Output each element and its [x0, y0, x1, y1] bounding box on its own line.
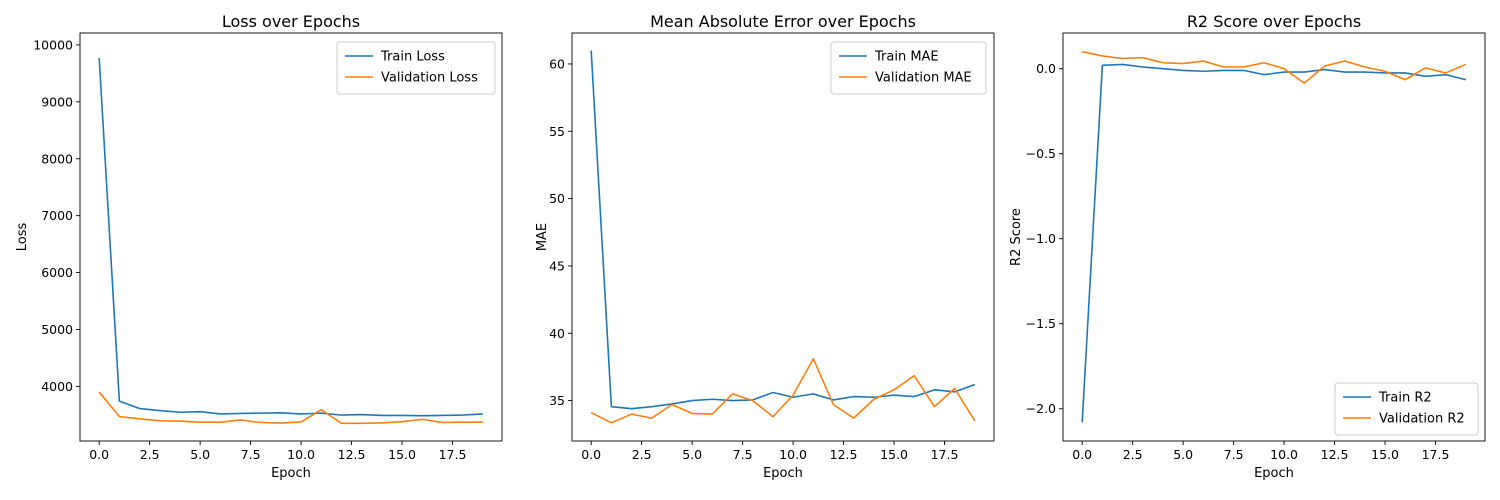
series-line-1	[590, 50, 976, 410]
x-axis-label: Epoch	[271, 466, 311, 481]
legend-box	[1334, 382, 1479, 436]
x-tick-label: 12.5	[830, 447, 858, 462]
x-tick-label: 17.5	[1422, 447, 1450, 462]
y-tick-label: 9000	[41, 94, 73, 109]
x-tick-label: 7.5	[241, 447, 261, 462]
x-axis-label: Epoch	[763, 466, 803, 481]
y-tick-label: 40	[549, 326, 565, 341]
legend-label: Train R2	[1378, 391, 1432, 406]
series-line-2	[1082, 50, 1467, 84]
x-tick-label: 2.5	[140, 447, 160, 462]
y-tick-label: 7000	[41, 208, 73, 223]
y-tick-label: 45	[549, 258, 565, 273]
legend-label: Validation MAE	[875, 71, 972, 86]
legend-label: Train Loss	[380, 50, 445, 65]
x-tick-label: 15.0	[880, 447, 908, 462]
x-tick-label: 10.0	[779, 447, 807, 462]
y-tick-label: 60	[549, 56, 565, 71]
y-axis-label: MAE	[535, 223, 550, 251]
x-axis-label: Epoch	[1254, 466, 1294, 481]
x-tick-label: 15.0	[388, 447, 416, 462]
legend: Train Loss Validation Loss	[336, 41, 496, 95]
x-tick-label: 10.0	[287, 447, 315, 462]
y-tick-label: 55	[549, 124, 565, 139]
series-line-2	[98, 391, 483, 425]
chart-title: Mean Absolute Error over Epochs	[650, 12, 916, 31]
legend-box	[830, 41, 987, 95]
y-tick-label: −1.0	[1026, 231, 1056, 246]
axes-frame	[79, 32, 503, 442]
legend: Train R2 Validation R2	[1334, 382, 1479, 436]
x-tick-label: 0.0	[1072, 447, 1092, 462]
y-tick-label: −2.0	[1026, 401, 1056, 416]
x-tick-label: 7.5	[733, 447, 753, 462]
series-line-2	[590, 358, 976, 424]
chart-title: R2 Score over Epochs	[1187, 12, 1361, 31]
x-tick-label: 5.0	[1173, 447, 1193, 462]
y-tick-label: 50	[549, 191, 565, 206]
series-line-1	[98, 57, 483, 417]
chart-panel-1: 0.0 2.5 5.0 7.5 10.0 12.5 15.0 17.5 4000 5000 6000…	[15, 12, 503, 481]
x-tick-label: 17.5	[931, 447, 959, 462]
y-tick-label: −0.5	[1026, 146, 1056, 161]
x-tick-label: 12.5	[1321, 447, 1349, 462]
x-tick-label: 15.0	[1371, 447, 1399, 462]
legend-label: Validation Loss	[381, 71, 478, 86]
y-tick-label: 6000	[41, 265, 73, 280]
legend-label: Train MAE	[874, 50, 939, 65]
x-tick-label: 10.0	[1270, 447, 1298, 462]
chart-panel-2: 0.0 2.5 5.0 7.5 10.0 12.5 15.0 17.5 35 40 45 50 55 60…	[535, 12, 995, 481]
x-tick-label: 7.5	[1224, 447, 1244, 462]
y-axis-label: Loss	[15, 223, 30, 252]
x-tick-label: 5.0	[190, 447, 210, 462]
chart-panel-3: 0.0 2.5 5.0 7.5 10.0 12.5 15.0 17.5 −2.0 −1.5 −1.0…	[1009, 12, 1486, 481]
legend-label: Validation R2	[1379, 412, 1465, 427]
y-tick-label: −1.5	[1026, 316, 1056, 331]
y-axis-label: R2 Score	[1009, 208, 1024, 266]
x-tick-label: 12.5	[338, 447, 366, 462]
y-tick-label: 4000	[41, 379, 73, 394]
x-tick-label: 17.5	[439, 447, 467, 462]
x-tick-label: 2.5	[632, 447, 652, 462]
y-tick-label: 5000	[41, 322, 73, 337]
series-line-1	[1081, 63, 1467, 423]
axes-frame	[1062, 32, 1486, 442]
y-tick-label: 8000	[41, 151, 73, 166]
x-tick-label: 5.0	[682, 447, 702, 462]
legend: Train MAE Validation MAE	[830, 41, 987, 95]
x-tick-label: 2.5	[1123, 447, 1143, 462]
y-tick-label: 10000	[33, 37, 73, 52]
y-tick-label: 35	[549, 393, 565, 408]
legend-box	[336, 41, 496, 95]
chart-title: Loss over Epochs	[222, 12, 360, 31]
x-tick-label: 0.0	[89, 447, 109, 462]
x-tick-label: 0.0	[581, 447, 601, 462]
axes-frame	[571, 32, 995, 442]
y-tick-label: 0.0	[1036, 61, 1056, 76]
